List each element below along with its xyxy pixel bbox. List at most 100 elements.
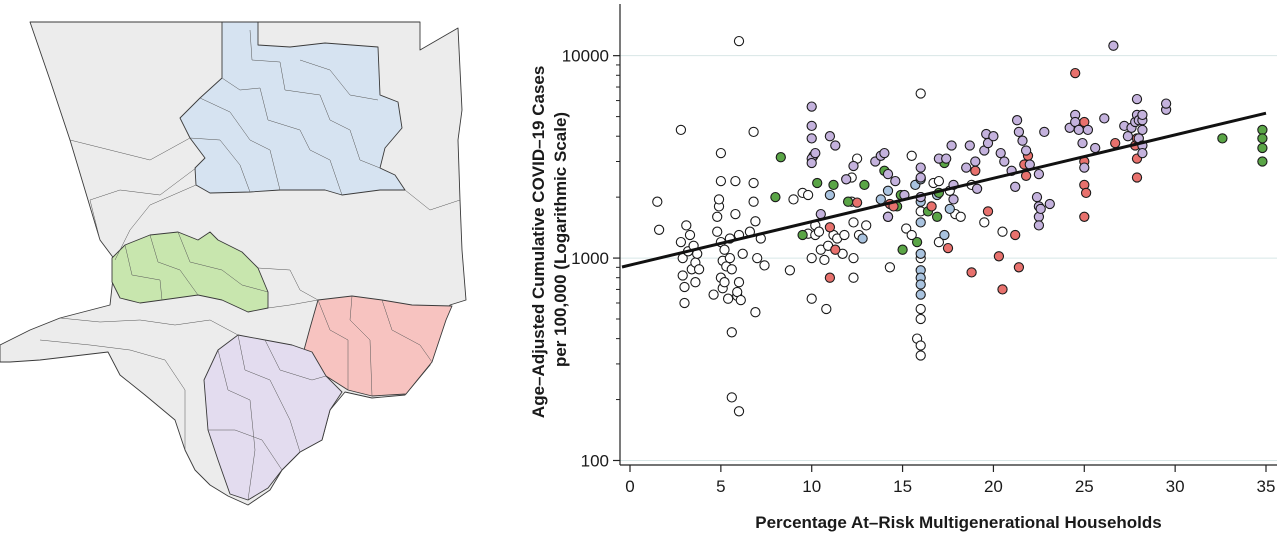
data-point-white: [735, 294, 746, 306]
data-point-red: [926, 201, 937, 212]
data-point-white: [906, 229, 917, 241]
data-point-red: [830, 244, 841, 255]
data-point-purple: [1013, 126, 1025, 138]
data-point-white: [906, 150, 917, 161]
data-point-purple: [1033, 168, 1045, 180]
data-point-blue: [915, 279, 926, 290]
x-tick-label-15: 15: [893, 477, 912, 496]
data-point-white: [752, 252, 763, 264]
data-point-purple: [841, 174, 852, 185]
data-point-white: [819, 254, 830, 266]
data-point-white: [712, 226, 723, 237]
data-point-white: [690, 277, 701, 288]
data-point-red: [1080, 187, 1092, 199]
data-point-purple: [1010, 181, 1021, 192]
data-point-red: [942, 242, 954, 254]
data-point-purple: [890, 175, 901, 187]
y-axis-title-line-2: per 100,000 (Logarithmic Scale): [551, 112, 570, 367]
data-point-white: [726, 264, 737, 275]
data-point-white: [748, 126, 759, 138]
data-point-green: [812, 177, 823, 189]
data-point-purple: [1020, 145, 1032, 156]
data-point-red: [1013, 262, 1025, 273]
data-point-white: [802, 189, 814, 201]
data-point-blue: [939, 229, 950, 241]
data-point-purple: [1079, 162, 1090, 173]
data-point-white: [652, 196, 663, 207]
data-point-green: [1257, 124, 1268, 136]
data-point-purple: [806, 120, 817, 132]
data-point-white: [730, 208, 741, 220]
data-point-green: [842, 196, 854, 207]
county-map-svg: [0, 21, 467, 506]
data-point-green: [1257, 133, 1268, 144]
data-point-purple: [964, 140, 975, 151]
x-tick-label-20: 20: [984, 477, 1003, 496]
data-point-white: [713, 194, 725, 205]
data-point-red: [997, 284, 1008, 295]
data-point-red: [1079, 211, 1090, 222]
data-point-white: [719, 244, 730, 255]
data-point-white: [821, 303, 832, 315]
data-point-white: [848, 252, 859, 264]
data-point-white: [715, 175, 727, 187]
data-point-blue: [915, 248, 926, 259]
data-point-white: [759, 260, 770, 271]
data-point-purple: [848, 160, 859, 172]
y-tick-label-1000: 1000: [571, 249, 609, 268]
data-point-purple: [961, 162, 972, 173]
x-axis-title: Percentage At–Risk Multigenerational Hou…: [755, 513, 1162, 532]
data-point-purple: [941, 153, 952, 164]
data-point-red: [824, 222, 836, 233]
data-point-white: [750, 216, 761, 227]
x-tick-label-25: 25: [1075, 477, 1094, 496]
data-point-white: [813, 226, 825, 237]
x-tick-label-5: 5: [716, 477, 725, 496]
data-point-white: [750, 307, 761, 318]
data-point-purple: [1039, 126, 1050, 138]
data-point-purple: [971, 183, 983, 194]
data-point-white: [784, 265, 796, 276]
data-point-white: [915, 303, 926, 315]
data-point-purple: [995, 147, 1006, 159]
data-point-white: [679, 297, 690, 309]
data-point-white: [839, 229, 850, 241]
data-point-purple: [1073, 124, 1084, 136]
data-point-purple: [1099, 113, 1110, 124]
data-point-purple: [1108, 40, 1119, 51]
data-point-white: [901, 223, 912, 234]
data-point-white: [848, 217, 859, 228]
data-point-red: [982, 206, 994, 217]
data-point-green: [775, 152, 786, 163]
data-point-white: [675, 236, 687, 248]
data-point-white: [733, 406, 745, 417]
data-point-white: [730, 175, 741, 187]
scatter-chart-svg: 100 1000 10000 0 5 10 15 20 25 30 35 Percentage At…: [529, 4, 1277, 532]
data-point-white: [933, 175, 945, 187]
data-point-purple: [1160, 98, 1172, 109]
data-point-green: [1217, 133, 1228, 144]
data-point-purple: [982, 137, 994, 149]
data-point-blue: [875, 194, 886, 205]
data-point-purple: [915, 162, 926, 173]
data-point-white: [933, 236, 945, 248]
scatter-chart: 100 1000 10000 0 5 10 15 20 25 30 35 Percentage At…: [480, 0, 1280, 535]
data-point-red: [1010, 229, 1021, 241]
data-point-red: [970, 165, 981, 176]
data-point-green: [1257, 156, 1268, 167]
data-point-blue: [915, 217, 926, 228]
data-point-purple: [1131, 93, 1143, 105]
data-point-purple: [970, 156, 981, 167]
data-point-white: [726, 392, 737, 403]
data-point-white: [861, 220, 872, 231]
data-point-purple: [1137, 147, 1148, 159]
data-point-white: [955, 211, 966, 222]
data-point-purple: [948, 194, 959, 205]
data-point-purple: [915, 172, 926, 183]
data-point-purple: [1031, 191, 1043, 203]
data-point-white: [915, 340, 926, 351]
data-point-red: [1110, 137, 1121, 149]
data-point-purple: [1033, 220, 1045, 231]
data-point-white: [724, 252, 736, 264]
data-point-white: [681, 220, 692, 231]
